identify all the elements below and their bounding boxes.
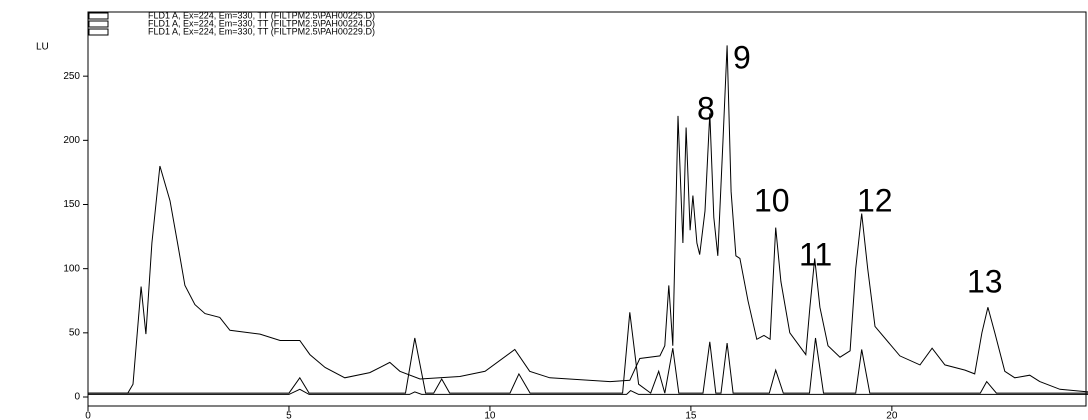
series-line (88, 45, 1088, 394)
series-line (88, 388, 1088, 395)
y-tick-label: 250 (63, 71, 80, 82)
x-tick-label: 20 (886, 411, 898, 420)
legend-label: FLD1 A, Ex=224, Em=330, TT (FILTPM2.5\PA… (148, 26, 375, 36)
peak-label: 9 (733, 39, 751, 75)
legend-label: FLD1 A, Ex=224, Em=330, TT (FILTPM2.5\PA… (148, 10, 375, 20)
x-tick-label: 10 (484, 411, 496, 420)
legend-swatch (88, 12, 109, 20)
y-tick-label: 100 (63, 263, 80, 274)
y-tick-label: 200 (63, 135, 80, 146)
y-axis-label: LU (36, 42, 49, 53)
y-tick-label: 0 (74, 392, 80, 403)
peak-label: 10 (754, 182, 790, 218)
peak-label: 13 (967, 263, 1003, 299)
peak-label: 8 (697, 90, 715, 126)
legend: FLD1 A, Ex=224, Em=330, TT (FILTPM2.5\PA… (88, 10, 375, 36)
x-tick-label: 0 (85, 411, 91, 420)
legend-label: FLD1 A, Ex=224, Em=330, TT (FILTPM2.5\PA… (148, 18, 375, 28)
x-tick-label: 15 (685, 411, 697, 420)
peak-label: 12 (857, 182, 893, 218)
x-tick-label: 5 (286, 411, 292, 420)
legend-swatch (88, 20, 109, 28)
legend-swatch (88, 28, 109, 36)
y-tick-label: 150 (63, 199, 80, 210)
plot-frame (87, 11, 1087, 407)
series-line (88, 312, 1088, 394)
y-tick-label: 50 (69, 327, 81, 338)
